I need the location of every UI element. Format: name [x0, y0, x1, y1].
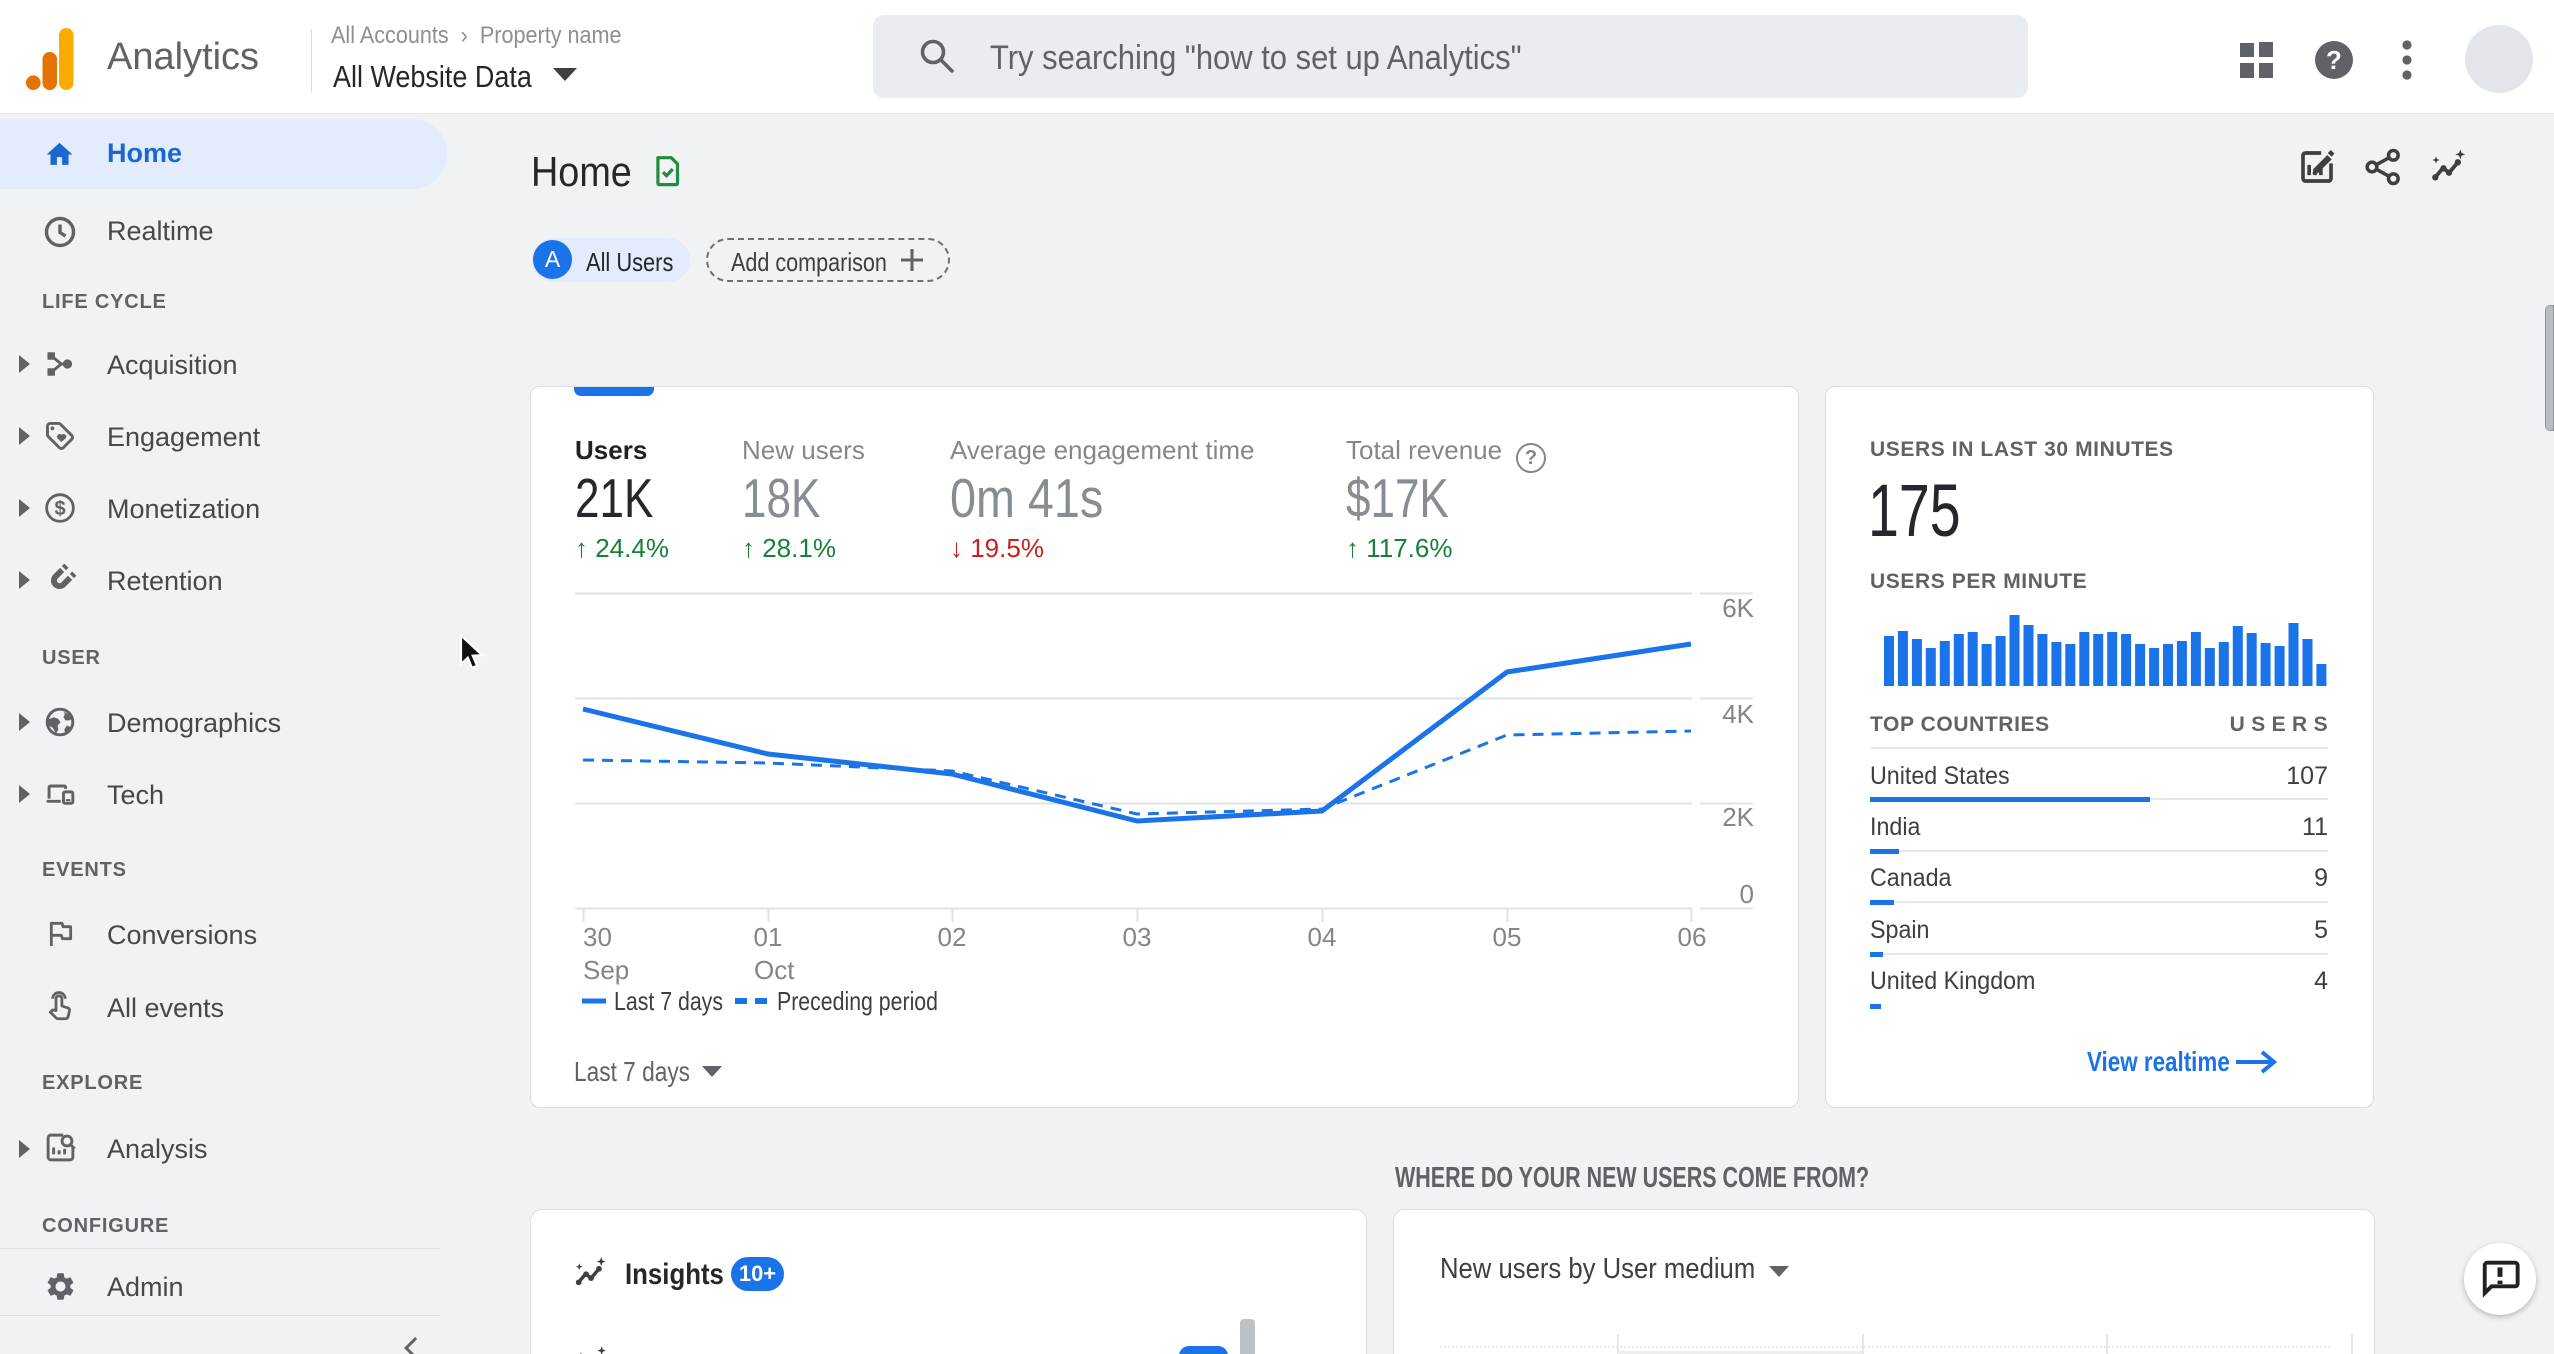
- svg-text:2K: 2K: [1722, 802, 1754, 832]
- svg-text:03: 03: [1123, 922, 1152, 952]
- svg-text:4K: 4K: [1722, 699, 1754, 729]
- svg-text:02: 02: [938, 922, 967, 952]
- svg-text:6K: 6K: [1722, 593, 1754, 623]
- svg-text:$: $: [54, 498, 65, 520]
- svg-text:Last 7 days: Last 7 days: [614, 986, 723, 1016]
- svg-text:Sep: Sep: [583, 955, 629, 985]
- svg-text:Last 7 days: Last 7 days: [574, 1056, 690, 1087]
- svg-text:05: 05: [1493, 922, 1522, 952]
- svg-text:30: 30: [583, 922, 612, 952]
- svg-text:Oct: Oct: [754, 955, 795, 985]
- svg-text:Preceding period: Preceding period: [777, 986, 938, 1016]
- svg-text:01: 01: [754, 922, 783, 952]
- svg-text:04: 04: [1308, 922, 1337, 952]
- svg-text:0: 0: [1740, 879, 1754, 909]
- svg-text:06: 06: [1678, 922, 1707, 952]
